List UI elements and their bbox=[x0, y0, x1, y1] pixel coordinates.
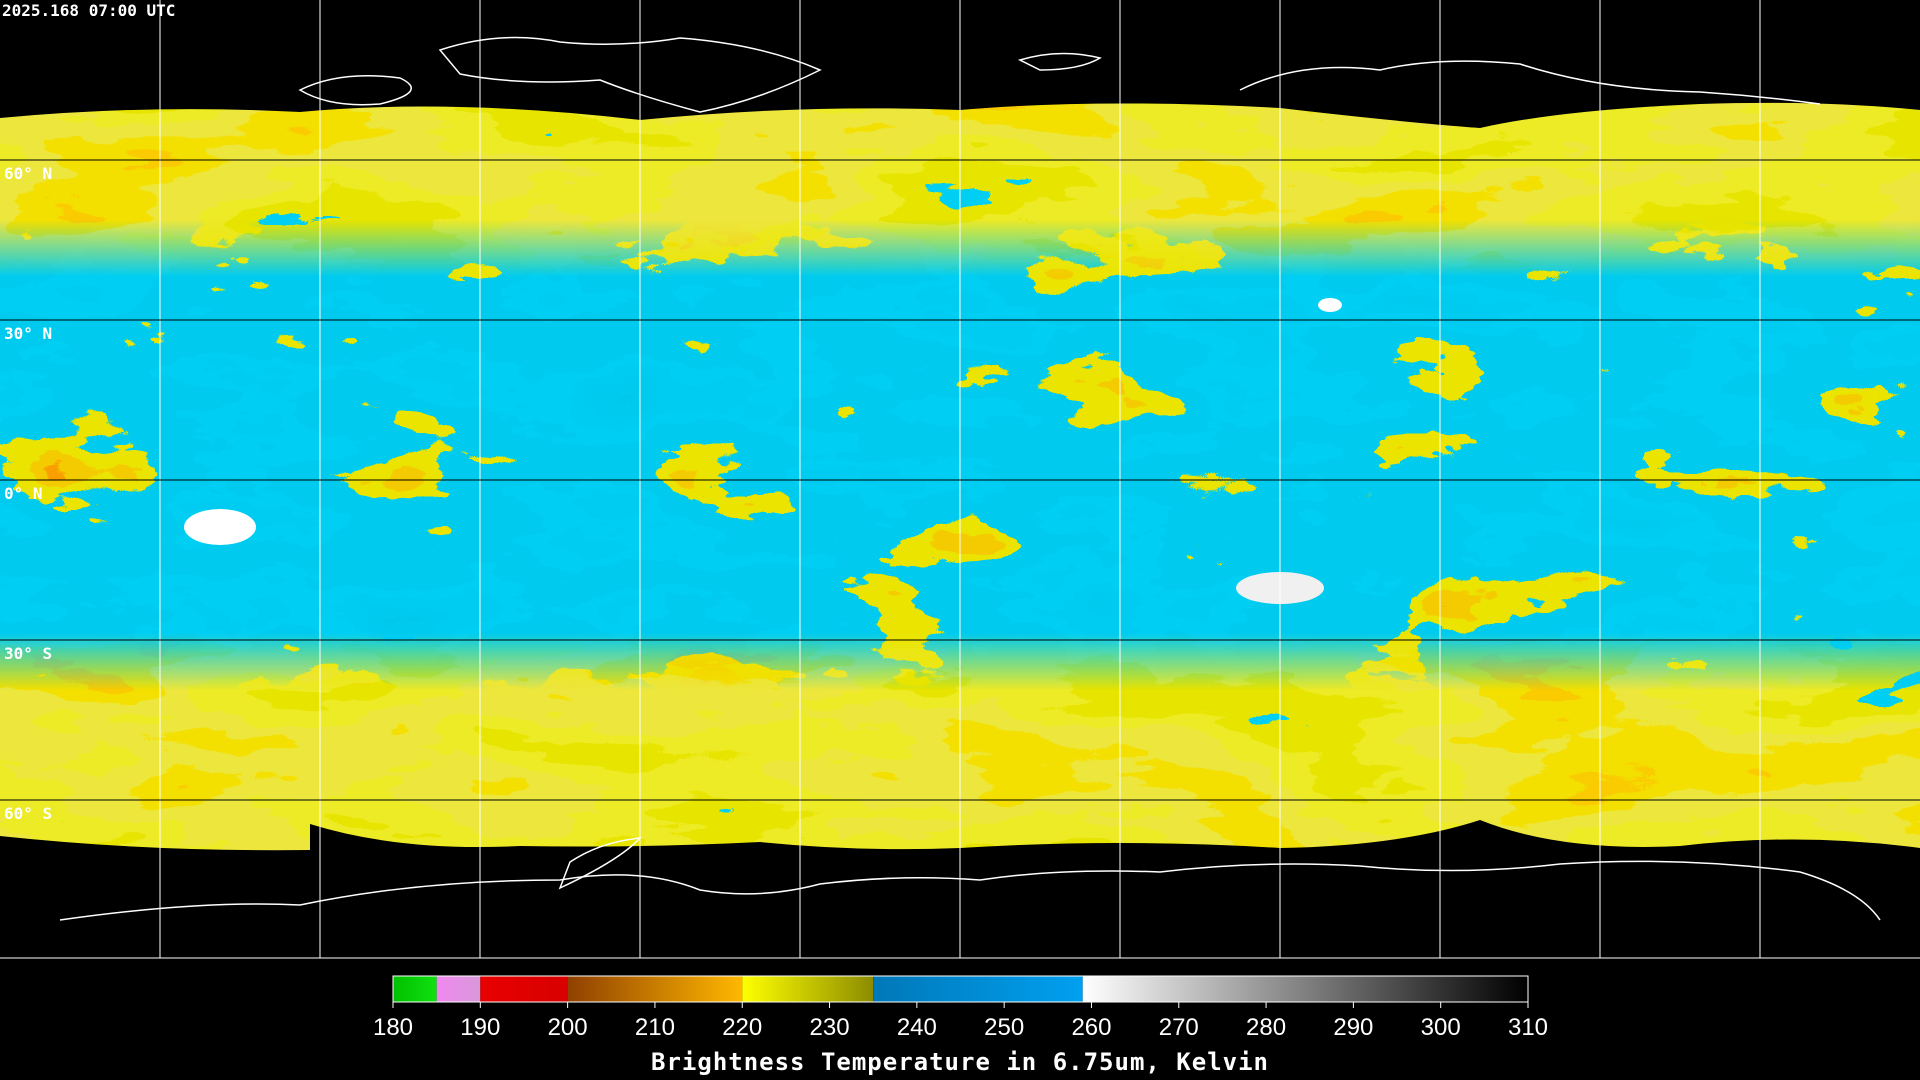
colorbar-tick-label: 230 bbox=[810, 1014, 850, 1041]
colorbar-segment bbox=[436, 976, 481, 1002]
colorbar-tick-label: 260 bbox=[1071, 1014, 1111, 1041]
colorbar-tick-label: 190 bbox=[460, 1014, 500, 1041]
coastlines bbox=[59, 36, 1881, 921]
colorbar-tick-label: 250 bbox=[984, 1014, 1024, 1041]
colorbar-segment bbox=[567, 976, 743, 1002]
colorbar-tick-label: 280 bbox=[1246, 1014, 1286, 1041]
colorbar-tick-label: 290 bbox=[1333, 1014, 1373, 1041]
colorbar-tick-label: 200 bbox=[548, 1014, 588, 1041]
graticule bbox=[0, 159, 1920, 801]
timestamp: 2025.168 07:00 UTC bbox=[2, 1, 175, 20]
colorbar-tick-label: 240 bbox=[897, 1014, 937, 1041]
latitude-label: 30° S bbox=[4, 644, 52, 663]
colorbar-segment bbox=[480, 976, 568, 1002]
latitude-label: 0° N bbox=[4, 484, 43, 503]
warm-patch bbox=[1318, 298, 1342, 312]
colorbar-tick-label: 310 bbox=[1508, 1014, 1548, 1041]
colorbar-frame bbox=[392, 975, 1529, 1003]
colorbar-tick-label: 270 bbox=[1159, 1014, 1199, 1041]
latitude-label: 60° S bbox=[4, 804, 52, 823]
warm-patch bbox=[184, 509, 256, 545]
colorbar-segment bbox=[742, 976, 874, 1002]
colorbar-tick-label: 180 bbox=[373, 1014, 413, 1041]
colorbar-segment bbox=[873, 976, 1083, 1002]
colorbar-segment bbox=[1082, 976, 1528, 1002]
colorbar-label: Brightness Temperature in 6.75um, Kelvin bbox=[651, 1048, 1269, 1076]
colorbar-segment bbox=[393, 976, 437, 1002]
colorbar-tick-label: 210 bbox=[635, 1014, 675, 1041]
colorbar-tick-label: 220 bbox=[722, 1014, 762, 1041]
latitude-label: 60° N bbox=[4, 164, 52, 183]
colorbar-tick-label: 300 bbox=[1421, 1014, 1461, 1041]
latitude-label: 30° N bbox=[4, 324, 52, 343]
